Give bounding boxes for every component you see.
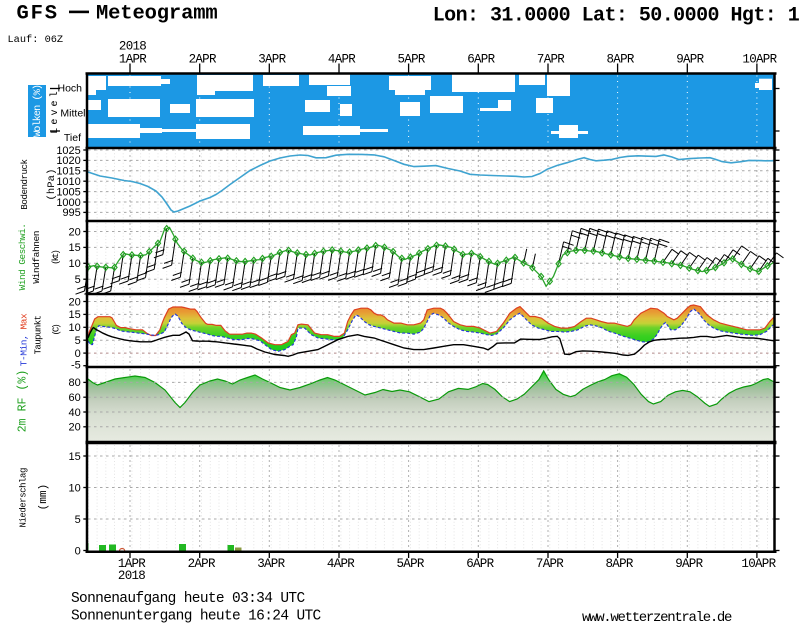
svg-text:10APR: 10APR [741, 557, 776, 571]
svg-text:1APR: 1APR [118, 557, 146, 571]
svg-text:1015: 1015 [56, 166, 80, 178]
svg-text:-5: -5 [71, 359, 81, 371]
svg-text:Bodendruck: Bodendruck [19, 158, 30, 209]
svg-text:Meteogramm: Meteogramm [96, 2, 218, 25]
svg-text:Wolken (%): Wolken (%) [32, 85, 44, 137]
svg-text:Hoch: Hoch [57, 83, 82, 95]
svg-text:Lauf: 06Z: Lauf: 06Z [8, 34, 64, 46]
svg-text:(hPa): (hPa) [46, 168, 58, 200]
svg-text:20: 20 [69, 226, 81, 238]
svg-text:5: 5 [75, 514, 81, 526]
svg-text:1020: 1020 [56, 155, 80, 167]
svg-text:995: 995 [62, 207, 80, 219]
svg-text:1005: 1005 [56, 186, 80, 198]
svg-text:8APR: 8APR [606, 53, 634, 67]
svg-text:Windfahnen: Windfahnen [31, 231, 42, 284]
svg-text:9APR: 9APR [676, 53, 704, 67]
svg-text:(mm): (mm) [38, 484, 50, 511]
svg-text:(C): (C) [52, 325, 62, 336]
svg-text:3APR: 3APR [258, 53, 286, 67]
svg-text:(kt): (kt) [51, 251, 61, 265]
svg-text:Wind Geschwi.: Wind Geschwi. [17, 224, 28, 291]
svg-text:80: 80 [69, 377, 81, 389]
svg-text:2018: 2018 [118, 569, 145, 583]
svg-text:5APR: 5APR [397, 53, 425, 67]
svg-text:40: 40 [69, 407, 81, 419]
svg-text:Sonnenuntergang heute 16:24 UT: Sonnenuntergang heute 16:24 UTC [71, 609, 322, 625]
svg-text:10: 10 [69, 322, 81, 334]
svg-text:4APR: 4APR [327, 557, 355, 571]
svg-text:3APR: 3APR [257, 557, 285, 571]
svg-text:2m RF (%): 2m RF (%) [16, 370, 29, 433]
svg-text:15: 15 [69, 242, 81, 254]
svg-text:8APR: 8APR [605, 557, 633, 571]
svg-text:0: 0 [75, 545, 81, 557]
svg-text:10: 10 [69, 258, 81, 270]
svg-text:4APR: 4APR [328, 53, 356, 67]
svg-text:10APR: 10APR [742, 53, 777, 67]
svg-text:1000: 1000 [56, 197, 80, 209]
svg-text:2APR: 2APR [189, 53, 217, 67]
svg-text:Mittel: Mittel [60, 108, 85, 120]
svg-text:20: 20 [69, 296, 81, 308]
svg-text:9APR: 9APR [675, 557, 703, 571]
svg-text:7APR: 7APR [536, 557, 564, 571]
svg-text:GFS: GFS [17, 2, 59, 25]
svg-text:6APR: 6APR [466, 557, 494, 571]
svg-text:15: 15 [69, 451, 81, 463]
svg-text:6APR: 6APR [467, 53, 495, 67]
svg-text:10: 10 [69, 482, 81, 494]
svg-text:Sonnenaufgang heute 03:34 UTC: Sonnenaufgang heute 03:34 UTC [71, 591, 305, 607]
svg-text:T-Min, Max: T-Min, Max [19, 313, 30, 366]
svg-text:Lon: 31.0000 Lat: 50.0000 Hgt:: Lon: 31.0000 Lat: 50.0000 Hgt: 1 [433, 5, 800, 28]
svg-text:0: 0 [75, 348, 81, 360]
svg-text:1APR: 1APR [119, 53, 147, 67]
svg-text:20: 20 [69, 422, 81, 434]
svg-text:1025: 1025 [56, 145, 80, 157]
svg-text:www.wetterzentrale.de: www.wetterzentrale.de [582, 610, 732, 625]
svg-text:1010: 1010 [56, 176, 80, 188]
svg-text:5APR: 5APR [396, 557, 424, 571]
svg-text:5: 5 [75, 335, 81, 347]
svg-text:60: 60 [69, 392, 81, 404]
svg-text:Taupunkt: Taupunkt [33, 315, 43, 354]
svg-text:2APR: 2APR [188, 557, 216, 571]
svg-text:7APR: 7APR [537, 53, 565, 67]
svg-text:Level: Level [49, 88, 61, 134]
svg-text:Tief: Tief [64, 132, 81, 144]
svg-text:15: 15 [69, 309, 81, 321]
svg-text:2018: 2018 [119, 40, 146, 54]
svg-text:Niederschlag: Niederschlag [19, 468, 29, 527]
svg-text:5: 5 [75, 274, 81, 286]
